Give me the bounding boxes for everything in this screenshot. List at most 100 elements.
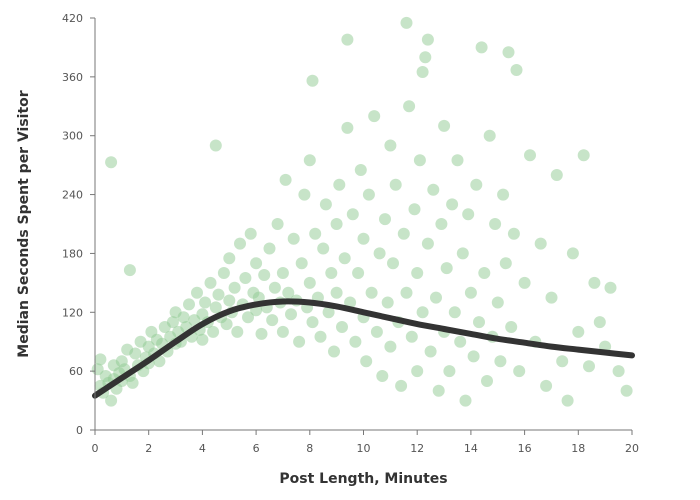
scatter-point xyxy=(129,347,142,360)
x-tick-label: 10 xyxy=(357,442,371,455)
scatter-point xyxy=(416,66,429,78)
scatter-point xyxy=(446,198,459,211)
scatter-point xyxy=(411,267,424,279)
scatter-point xyxy=(268,281,281,294)
scatter-point xyxy=(183,298,195,311)
scatter-point xyxy=(271,218,284,230)
scatter-point xyxy=(360,355,373,368)
scatter-point xyxy=(204,276,217,289)
scatter-point xyxy=(123,264,136,277)
scatter-point xyxy=(303,154,316,167)
scatter-point xyxy=(325,267,338,279)
scatter-point xyxy=(266,314,279,327)
scatter-point xyxy=(258,269,271,281)
x-tick-label: 14 xyxy=(464,442,478,455)
y-tick-label: 300 xyxy=(62,130,83,143)
scatter-point xyxy=(362,188,375,201)
scatter-point xyxy=(467,350,480,363)
scatter-point xyxy=(518,276,531,289)
scatter-point xyxy=(263,242,276,255)
scatter-point xyxy=(276,267,289,279)
scatter-point xyxy=(534,237,547,250)
scatter-point xyxy=(217,267,230,279)
x-tick-label: 20 xyxy=(625,442,639,455)
scatter-point xyxy=(212,288,225,301)
scatter-point xyxy=(443,365,456,378)
scatter-point xyxy=(411,365,424,378)
scatter-point xyxy=(322,306,335,319)
scatter-point xyxy=(502,46,515,59)
scatter-point xyxy=(451,154,464,167)
y-tick-label: 60 xyxy=(69,365,83,378)
scatter-point xyxy=(395,379,408,392)
scatter-point xyxy=(317,242,330,255)
scatter-point xyxy=(473,316,485,329)
scatter-point xyxy=(459,394,472,407)
scatter-point xyxy=(470,178,483,191)
scatter-point xyxy=(489,218,502,230)
scatter-point xyxy=(336,321,348,333)
scatter-point xyxy=(416,306,429,319)
x-tick-label: 18 xyxy=(571,442,585,455)
scatter-point xyxy=(424,345,437,358)
scatter-point xyxy=(239,272,252,284)
scatter-point xyxy=(419,51,432,64)
scatter-point xyxy=(572,325,585,338)
scatter-point xyxy=(285,308,297,321)
scatter-point xyxy=(191,286,203,299)
y-tick-label: 240 xyxy=(62,189,83,202)
scatter-point xyxy=(384,340,397,353)
scatter-point xyxy=(381,296,394,309)
scatter-point xyxy=(105,394,118,407)
scatter-point xyxy=(333,178,346,191)
scatter-point xyxy=(494,355,507,368)
scatter-point xyxy=(421,33,434,46)
scatter-point xyxy=(209,301,222,314)
x-tick-label: 8 xyxy=(306,442,313,455)
scatter-point xyxy=(295,257,308,270)
scatter-point xyxy=(223,252,236,265)
y-tick-label: 180 xyxy=(62,247,83,260)
scatter-point xyxy=(319,198,332,211)
scatter-point xyxy=(166,316,179,329)
scatter-point xyxy=(507,227,520,240)
scatter-point xyxy=(400,16,413,29)
scatter-point xyxy=(223,294,236,307)
scatter-point xyxy=(352,267,365,279)
scatter-point xyxy=(328,345,340,358)
scatter-point xyxy=(298,188,311,201)
scatter-point xyxy=(475,41,488,54)
scatter-point xyxy=(430,291,442,304)
scatter-point xyxy=(209,139,222,152)
scatter-point xyxy=(309,227,322,240)
scatter-point xyxy=(593,316,606,329)
scatter-point xyxy=(231,325,244,338)
scatter-point xyxy=(199,296,212,309)
y-tick-label: 420 xyxy=(62,12,83,25)
scatter-point xyxy=(432,384,445,397)
scatter-point xyxy=(566,247,579,260)
scatter-point xyxy=(389,178,402,191)
scatter-point xyxy=(279,173,292,186)
scatter-point xyxy=(244,227,257,240)
scatter-point xyxy=(126,376,139,389)
trend-line xyxy=(92,298,635,399)
x-tick-label: 2 xyxy=(145,442,152,455)
x-axis-ticks: 0 2 4 6 8 10 12 14 16 18 20 xyxy=(92,430,639,455)
scatter-point xyxy=(612,365,625,378)
scatter-point xyxy=(338,252,351,265)
scatter-point xyxy=(234,237,246,250)
scatter-point xyxy=(346,208,359,221)
scatter-point xyxy=(365,286,378,299)
scatter-point xyxy=(413,154,426,167)
scatter-point xyxy=(421,237,434,250)
y-tick-label: 0 xyxy=(76,424,83,437)
scatter-point xyxy=(462,208,475,221)
scatter-point xyxy=(341,33,354,46)
scatter-point xyxy=(330,218,343,230)
scatter-point xyxy=(94,353,107,366)
scatter-point xyxy=(354,164,367,176)
scatter-point xyxy=(513,365,526,378)
scatter-point xyxy=(448,306,461,319)
